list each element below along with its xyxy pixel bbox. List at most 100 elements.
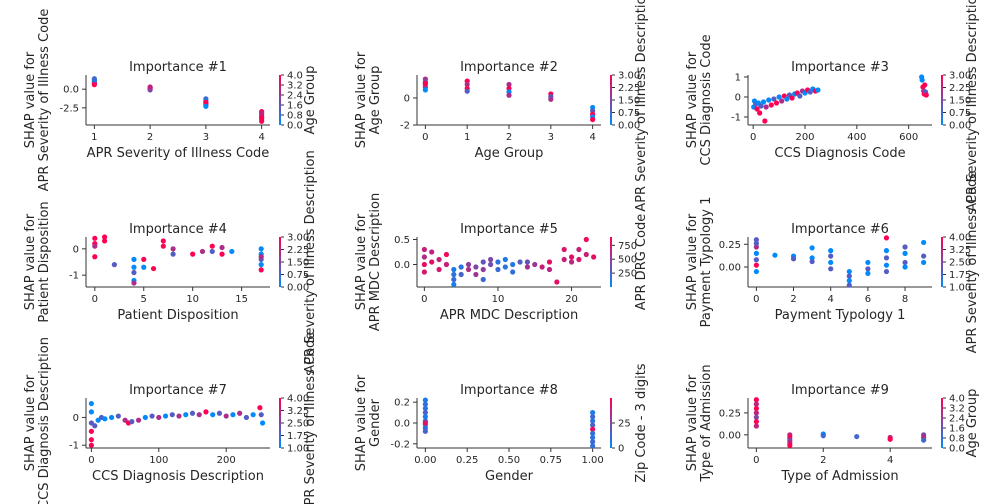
data-point <box>101 234 108 240</box>
colorbar-label: APR Severity of Illness Code <box>303 332 318 504</box>
x-tick-label: 0.00 <box>414 455 436 466</box>
data-point <box>101 238 108 244</box>
data-point <box>451 276 457 283</box>
data-point <box>773 100 780 106</box>
data-point <box>506 81 512 88</box>
data-point <box>458 271 464 278</box>
data-point <box>590 434 596 441</box>
data-point <box>203 103 209 109</box>
y-axis-label-line2: Type of Admission <box>699 364 714 482</box>
data-point <box>760 99 767 105</box>
x-tick-label: 100 <box>149 455 168 466</box>
data-point <box>92 254 98 260</box>
data-point <box>170 246 176 252</box>
data-point <box>258 254 264 260</box>
data-point <box>554 279 560 285</box>
y-axis-label-line1: SHAP value for <box>685 213 700 310</box>
data-point <box>923 92 929 98</box>
data-point <box>865 270 871 276</box>
data-point <box>546 266 553 273</box>
data-point <box>753 250 759 256</box>
data-point <box>422 87 428 93</box>
data-point <box>237 410 243 416</box>
data-point <box>88 409 94 415</box>
points <box>753 235 927 288</box>
data-point <box>421 254 427 260</box>
data-point <box>170 251 176 257</box>
data-point <box>548 96 554 102</box>
y-tick-label: -1 <box>69 441 79 452</box>
data-point <box>88 428 94 434</box>
colorbar-tick-label: 2.25 <box>949 83 971 94</box>
y-tick-label: 0.00 <box>719 263 741 274</box>
x-tick-label: 4 <box>887 455 893 466</box>
y-axis-label-line2: APR Severity of Illness Code <box>37 9 52 192</box>
colorbar-tick-label: 3.00 <box>618 71 640 82</box>
y-tick-label: 1 <box>735 73 741 84</box>
colorbar-tick-label: 2.25 <box>618 83 640 94</box>
data-point <box>754 106 760 112</box>
points <box>421 236 597 288</box>
colorbar <box>610 75 612 125</box>
colorbar-tick-label: 2.50 <box>949 258 971 269</box>
data-point <box>784 96 790 102</box>
data-point <box>753 237 759 243</box>
panel-title: Importance #6 <box>791 222 889 237</box>
colorbar-tick-label: 0 <box>618 444 624 455</box>
points <box>88 400 266 448</box>
data-point <box>473 271 479 278</box>
x-tick-label: 4 <box>828 294 834 305</box>
data-point <box>480 276 486 283</box>
data-point <box>809 255 815 261</box>
data-point <box>451 271 457 278</box>
data-point <box>753 414 759 420</box>
data-point <box>91 76 97 82</box>
colorbar-label: APR Severity of Illness Code <box>965 171 980 354</box>
data-point <box>846 278 852 284</box>
x-tick-label: 0 <box>421 294 427 305</box>
data-point <box>517 259 523 265</box>
data-point <box>160 238 166 244</box>
data-point <box>576 256 582 263</box>
data-point <box>88 442 94 448</box>
colorbar-label: Zip Code - 3 digits <box>634 363 649 482</box>
data-point <box>473 264 479 270</box>
data-point <box>883 248 890 254</box>
data-point <box>828 253 834 259</box>
colorbar-tick-label: 1.6 <box>287 101 303 112</box>
data-point <box>223 413 229 419</box>
x-axis-label: Gender <box>485 469 534 484</box>
x-tick-label: 4 <box>258 132 264 143</box>
data-point <box>865 259 871 266</box>
x-tick-label: 1.00 <box>582 455 604 466</box>
x-tick-label: 6 <box>865 294 871 305</box>
colorbar <box>610 237 612 287</box>
data-point <box>771 96 777 102</box>
y-axis-label-line1: SHAP value for <box>685 51 700 148</box>
y-axis-label-line2: CCS Diagnosis Code <box>699 34 714 165</box>
data-point <box>210 412 216 418</box>
data-point <box>183 412 189 418</box>
data-point <box>763 104 769 110</box>
data-point <box>421 261 427 268</box>
colorbar-label: Age Group <box>965 389 980 458</box>
y-axis-label-line2: Payment Typology 1 <box>699 197 714 328</box>
colorbar <box>941 75 943 125</box>
colorbar-tick-label: 0.00 <box>287 283 309 294</box>
data-point <box>429 249 435 255</box>
data-point <box>590 422 596 428</box>
data-point <box>150 265 157 272</box>
data-point <box>257 405 263 411</box>
colorbar-tick-label: 3.00 <box>287 233 309 244</box>
data-point <box>176 413 182 419</box>
y-axis-label-line1: SHAP value for <box>685 374 700 471</box>
data-point <box>135 417 142 423</box>
x-tick-label: 0 <box>422 132 428 143</box>
y-tick-label: 0 <box>73 413 79 424</box>
data-point <box>109 414 115 421</box>
data-point <box>921 437 927 443</box>
data-point <box>921 239 927 246</box>
panel-3: Importance #3 0 200 400 600 -1 0 1 CCS Diagnosis… <box>685 0 980 212</box>
data-point <box>421 269 427 275</box>
y-tick-label: 0 <box>404 93 410 104</box>
